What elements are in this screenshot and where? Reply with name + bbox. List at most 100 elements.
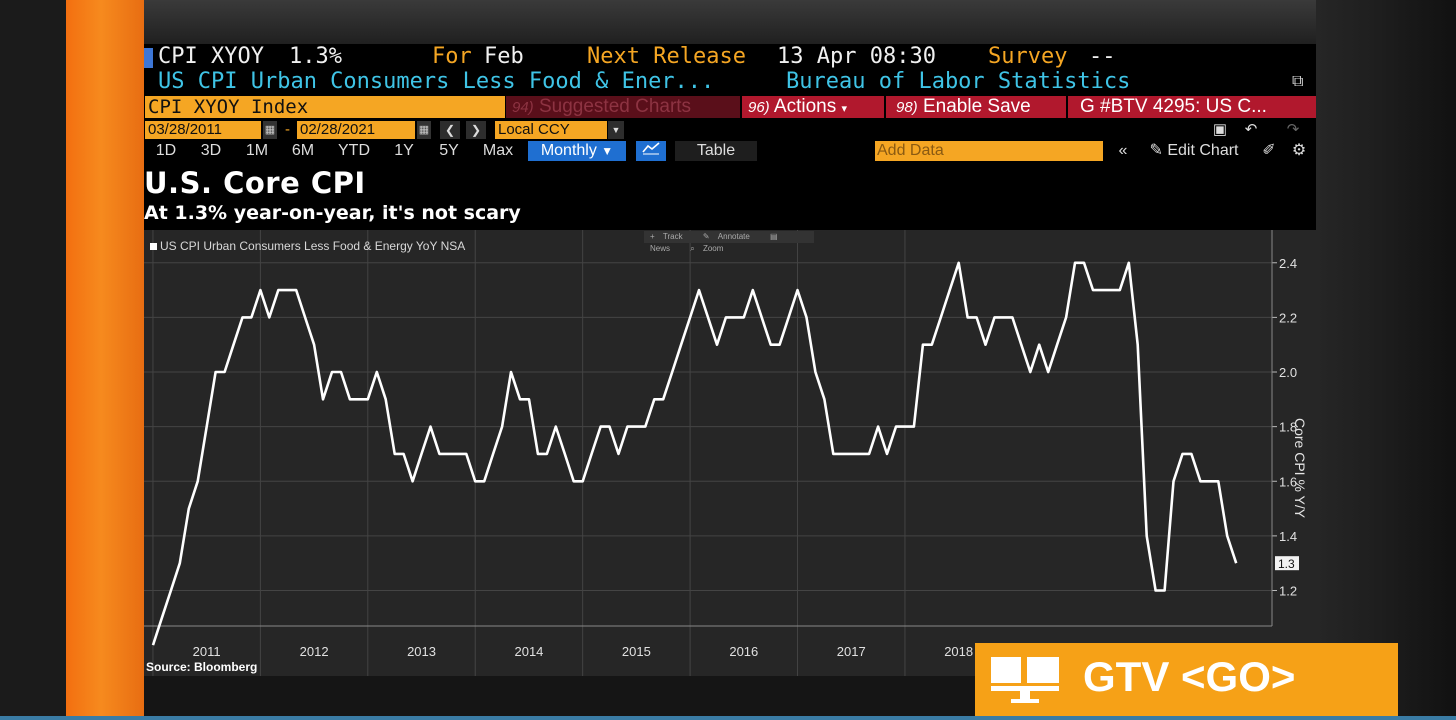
frequency-select[interactable]: Monthly ▼ <box>528 141 626 161</box>
chevron-down-icon: ▾ <box>841 103 848 115</box>
edit-chart-label: Edit Chart <box>1167 142 1239 159</box>
date-range-bar: 03/28/2011 ▦ - 02/28/2021 ▦ ❮ ❯ Local CC… <box>144 121 1316 139</box>
suggested-label: Suggested Charts <box>538 96 692 117</box>
add-data-input[interactable]: Add Data <box>875 141 1103 161</box>
plot-toolbar: + Track ✎ Annotate ▤ News ⌕ Zoom <box>644 231 814 253</box>
collapse-icon[interactable]: « <box>1118 142 1128 159</box>
actions-button[interactable]: 96) Actions ▾ <box>742 96 884 118</box>
period-5y[interactable]: 5Y <box>439 142 459 159</box>
x-tick-label: 2016 <box>729 644 758 659</box>
bottom-accent-line <box>0 716 1456 720</box>
period-3d[interactable]: 3D <box>200 142 222 159</box>
period-ytd[interactable]: YTD <box>338 142 370 159</box>
last-value: 1.3% <box>289 44 342 69</box>
security-header: CPI XYOY 1.3% For Feb Next Release 13 Ap… <box>144 44 1316 70</box>
enable-save-button[interactable]: 98) Enable Save <box>886 96 1066 118</box>
y-tick-label: 1.2 <box>1279 583 1297 598</box>
background-top <box>144 0 1316 44</box>
survey-value: -- <box>1089 44 1116 69</box>
zoom-tool[interactable]: ⌕ Zoom <box>690 244 724 253</box>
background-right <box>1316 0 1456 720</box>
period-1m[interactable]: 1M <box>245 142 269 159</box>
undo-icon[interactable]: ↶ <box>1244 121 1258 138</box>
news-tool[interactable]: ▤ News <box>650 232 778 253</box>
command-bar: CPI XYOY Index 94) Suggested Charts 96) … <box>144 96 1316 118</box>
period-1d[interactable]: 1D <box>155 142 177 159</box>
present-icon[interactable]: ▣ <box>1212 121 1228 138</box>
edit-chart-button[interactable]: ✎ Edit Chart <box>1140 141 1248 161</box>
calendar-icon[interactable]: ▦ <box>263 121 277 139</box>
last-value-label: 1.3 <box>1278 557 1295 571</box>
y-tick-label: 2.0 <box>1279 365 1297 380</box>
ticker-input[interactable]: CPI XYOY Index <box>145 96 505 118</box>
annotate-icon[interactable]: ✐ <box>1262 142 1276 159</box>
next-release-label: Next Release <box>587 44 746 69</box>
date-separator: - <box>285 121 290 138</box>
actions-number: 96) <box>748 99 770 116</box>
y-tick-label: 1.6 <box>1279 474 1297 489</box>
suggested-number: 94) <box>512 99 534 116</box>
table-button[interactable]: Table <box>675 141 757 161</box>
y-tick-label: 2.4 <box>1279 256 1297 271</box>
start-date-input[interactable]: 03/28/2011 <box>145 121 261 139</box>
next-release-value: 13 Apr 08:30 <box>777 44 936 69</box>
security-description: US CPI Urban Consumers Less Food & Ener.… <box>144 70 1316 94</box>
period-max[interactable]: Max <box>482 142 514 159</box>
line-chart: 1.2 1.4 1.6 1.8 2.0 2.2 2.4 2011 2012 2013 2014 201… <box>144 230 1299 676</box>
gear-icon[interactable]: ⚙ <box>1291 142 1307 159</box>
gtv-label: GTV <GO> <box>1083 653 1296 700</box>
y-tick-label: 1.4 <box>1279 529 1297 544</box>
studio-orange-panel <box>66 0 144 720</box>
description-text: US CPI Urban Consumers Less Food & Ener.… <box>158 69 715 94</box>
x-tick-label: 2013 <box>407 644 436 659</box>
redo-icon[interactable]: ↷ <box>1286 121 1300 138</box>
source-organization: Bureau of Labor Statistics <box>786 69 1131 94</box>
chart-legend: US CPI Urban Consumers Less Food & Energ… <box>150 239 465 253</box>
y-tick-label: 2.2 <box>1279 310 1297 325</box>
suggested-charts-button[interactable]: 94) Suggested Charts <box>506 96 740 118</box>
last-value-tag <box>1275 556 1299 571</box>
source-note: Source: Bloomberg <box>146 660 258 674</box>
line-chart-icon[interactable] <box>636 141 666 161</box>
bloomberg-terminal: CPI XYOY 1.3% For Feb Next Release 13 Ap… <box>144 44 1316 676</box>
x-tick-label: 2012 <box>300 644 329 659</box>
annotate-tool[interactable]: ✎ Annotate <box>702 232 750 241</box>
legend-label: US CPI Urban Consumers Less Food & Energ… <box>160 239 466 253</box>
y-tick-label: 1.8 <box>1279 420 1297 435</box>
background-left <box>0 0 66 720</box>
gtv-banner[interactable]: GTV <GO> <box>975 643 1398 720</box>
period-1y[interactable]: 1Y <box>394 142 414 159</box>
pencil-icon: ✎ <box>1149 142 1163 159</box>
popout-icon[interactable]: ⧉ <box>1292 73 1304 90</box>
series-line <box>151 261 1238 646</box>
x-tick-label: 2014 <box>514 644 543 659</box>
chevron-left-icon[interactable]: ❮ <box>440 121 460 139</box>
for-value: Feb <box>484 44 524 69</box>
calendar-icon[interactable]: ▦ <box>417 121 431 139</box>
x-tick-label: 2017 <box>837 644 866 659</box>
x-tick-label: 2015 <box>622 644 651 659</box>
save-number: 98) <box>896 99 918 116</box>
btv-link-button[interactable]: G #BTV 4295: US C... <box>1068 96 1316 118</box>
monitor-icon <box>991 657 1059 703</box>
currency-select[interactable]: Local CCY <box>495 121 607 139</box>
frequency-label: Monthly <box>540 142 597 159</box>
caret-down-icon: ▼ <box>601 144 614 158</box>
end-date-input[interactable]: 02/28/2021 <box>297 121 415 139</box>
actions-label: Actions <box>773 96 837 117</box>
chart-title: U.S. Core CPI <box>144 166 366 200</box>
track-tool[interactable]: + Track <box>650 232 683 241</box>
x-tick-label: 2018 <box>944 644 973 659</box>
chevron-down-icon[interactable]: ▼ <box>608 121 624 139</box>
y-axis-label: Core CPI % Y/Y <box>1292 418 1308 519</box>
for-label: For <box>432 44 472 69</box>
save-label: Enable Save <box>922 96 1031 117</box>
chevron-right-icon[interactable]: ❯ <box>466 121 486 139</box>
x-tick-label: 2011 <box>193 644 221 659</box>
survey-label: Survey <box>988 44 1068 69</box>
chart-subtitle: At 1.3% year-on-year, it's not scary <box>144 202 521 224</box>
legend-marker <box>150 243 157 250</box>
security-marker <box>144 48 153 68</box>
plot-area[interactable]: 1.2 1.4 1.6 1.8 2.0 2.2 2.4 2011 2012 2013 2014 201… <box>144 230 1316 676</box>
period-6m[interactable]: 6M <box>291 142 315 159</box>
